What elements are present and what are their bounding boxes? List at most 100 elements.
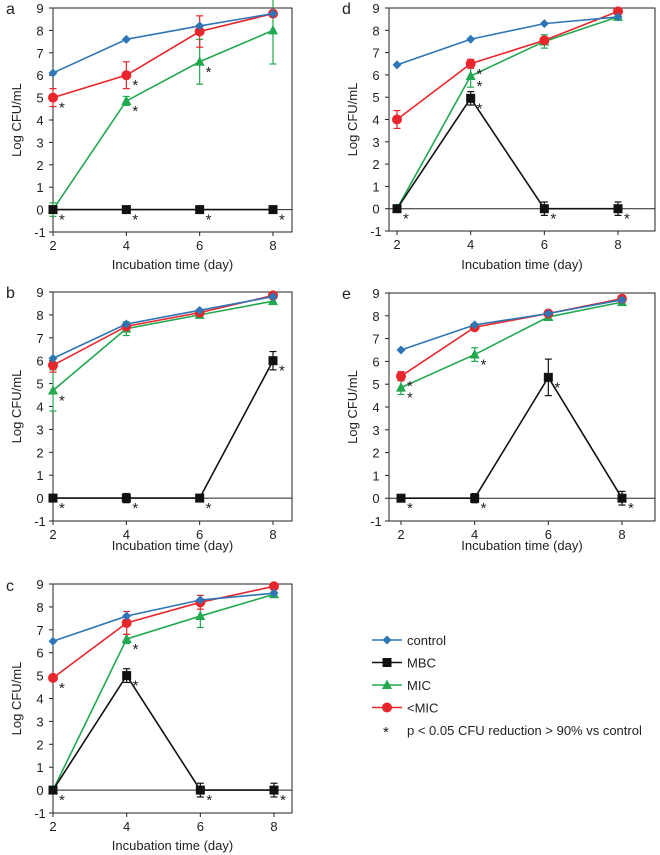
- data-point: [465, 58, 476, 69]
- x-tick-label: 4: [123, 819, 130, 834]
- panel-label: d: [342, 1, 351, 18]
- y-tick-label: 2: [372, 446, 379, 461]
- x-tick-label: 6: [196, 238, 203, 253]
- y-tick-label: 7: [372, 46, 379, 61]
- x-tick-label: 2: [393, 237, 400, 252]
- x-tick-label: 8: [618, 527, 625, 542]
- x-tick-label: 8: [269, 527, 276, 542]
- significance-asterisk: *: [59, 680, 65, 697]
- data-point: [470, 320, 480, 330]
- data-point: [122, 611, 132, 621]
- data-point: [48, 672, 58, 683]
- y-tick-label: 1: [36, 760, 43, 775]
- y-tick-label: 7: [36, 331, 43, 346]
- significance-asterisk: *: [279, 212, 285, 229]
- x-tick-label: 8: [269, 238, 276, 253]
- plot-frame: [52, 583, 293, 814]
- panel-e: -1 0 1 2 3 4 5 6 7 8 9 2 4 6 8 Incubation time (day) Log…: [342, 286, 656, 553]
- legend-item-mic: MIC: [372, 678, 431, 693]
- y-tick-label: 2: [36, 158, 43, 173]
- series-line: [52, 593, 275, 791]
- significance-asterisk: *: [132, 77, 138, 94]
- data-point: [543, 372, 553, 382]
- y-tick-label: 3: [372, 135, 379, 150]
- data-point: [613, 6, 623, 17]
- data-point: [194, 56, 205, 66]
- panel-b: -1 0 1 2 3 4 5 6 7 8 9 2 4 6 8 Incubation time (day) Log…: [6, 285, 293, 553]
- y-tick-label: 5: [372, 377, 379, 392]
- x-axis-label: Incubation time (day): [112, 838, 233, 853]
- data-point: [48, 68, 58, 78]
- data-point: [48, 493, 58, 503]
- y-tick-label: 7: [36, 623, 43, 638]
- y-tick-label: 8: [372, 309, 379, 324]
- series-control: [396, 295, 627, 355]
- data-point: [617, 493, 627, 503]
- legend: control MBC MIC <MIC * p < 0.05 CFU reduction…: [372, 633, 642, 741]
- y-tick-label: 9: [372, 1, 379, 16]
- y-tick-label: 8: [36, 600, 43, 615]
- data-point: [121, 319, 131, 329]
- data-point: [269, 588, 279, 598]
- data-point: [48, 384, 58, 395]
- significance-asterisk: *: [554, 379, 560, 396]
- legend-label: MIC: [407, 678, 431, 693]
- series-line: [400, 297, 623, 377]
- data-point: [469, 349, 480, 359]
- significance-asterisk: *: [481, 500, 487, 517]
- y-tick-label: 3: [36, 135, 43, 150]
- plot-frame: [52, 291, 293, 522]
- legend-marker: [382, 635, 392, 645]
- y-tick-label: 4: [372, 400, 379, 415]
- series-mic: [392, 11, 623, 213]
- data-point: [396, 382, 406, 392]
- series-line: [52, 592, 275, 643]
- panel-label: c: [6, 578, 14, 595]
- x-tick-label: 2: [49, 527, 56, 542]
- data-point: [392, 60, 402, 70]
- y-axis-label: Log CFU/mL: [9, 83, 24, 157]
- significance-asterisk: *: [477, 78, 483, 95]
- y-tick-label: 6: [372, 68, 379, 83]
- y-tick-label: -1: [370, 224, 382, 239]
- x-tick-label: 4: [123, 527, 130, 542]
- data-point: [195, 610, 206, 621]
- y-tick-label: 1: [36, 468, 43, 483]
- significance-asterisk: *: [132, 212, 138, 229]
- data-point: [396, 493, 406, 503]
- data-point: [466, 34, 476, 44]
- y-tick-label: 6: [36, 646, 43, 661]
- data-point: [268, 292, 278, 302]
- data-point: [48, 353, 58, 363]
- data-point: [268, 9, 278, 19]
- data-point: [121, 493, 131, 503]
- y-tick-label: 6: [372, 354, 379, 369]
- x-tick-label: 2: [397, 527, 404, 542]
- significance-asterisk: *: [59, 212, 65, 229]
- y-tick-label: 8: [36, 23, 43, 38]
- series-line: [52, 300, 274, 392]
- data-point: [539, 19, 549, 29]
- data-point: [48, 92, 58, 103]
- x-tick-label: 6: [545, 527, 552, 542]
- series-mic: [48, 588, 279, 795]
- series-line: [400, 299, 623, 351]
- significance-asterisk: *: [280, 792, 286, 809]
- data-point: [48, 205, 58, 215]
- significance-asterisk: *: [206, 212, 212, 229]
- data-point: [121, 95, 132, 105]
- series-control: [48, 9, 278, 78]
- y-tick-label: 8: [372, 23, 379, 38]
- series-line: [52, 674, 274, 791]
- y-tick-label: -1: [34, 514, 46, 529]
- y-tick-label: 3: [36, 422, 43, 437]
- series-line: [52, 12, 274, 99]
- series-line: [52, 12, 274, 74]
- data-point: [194, 26, 205, 37]
- y-tick-label: -1: [34, 806, 46, 821]
- plot-frame: [388, 7, 656, 232]
- series-line: [396, 96, 618, 210]
- data-point: [465, 70, 476, 81]
- significance-asterisk: *: [132, 103, 138, 120]
